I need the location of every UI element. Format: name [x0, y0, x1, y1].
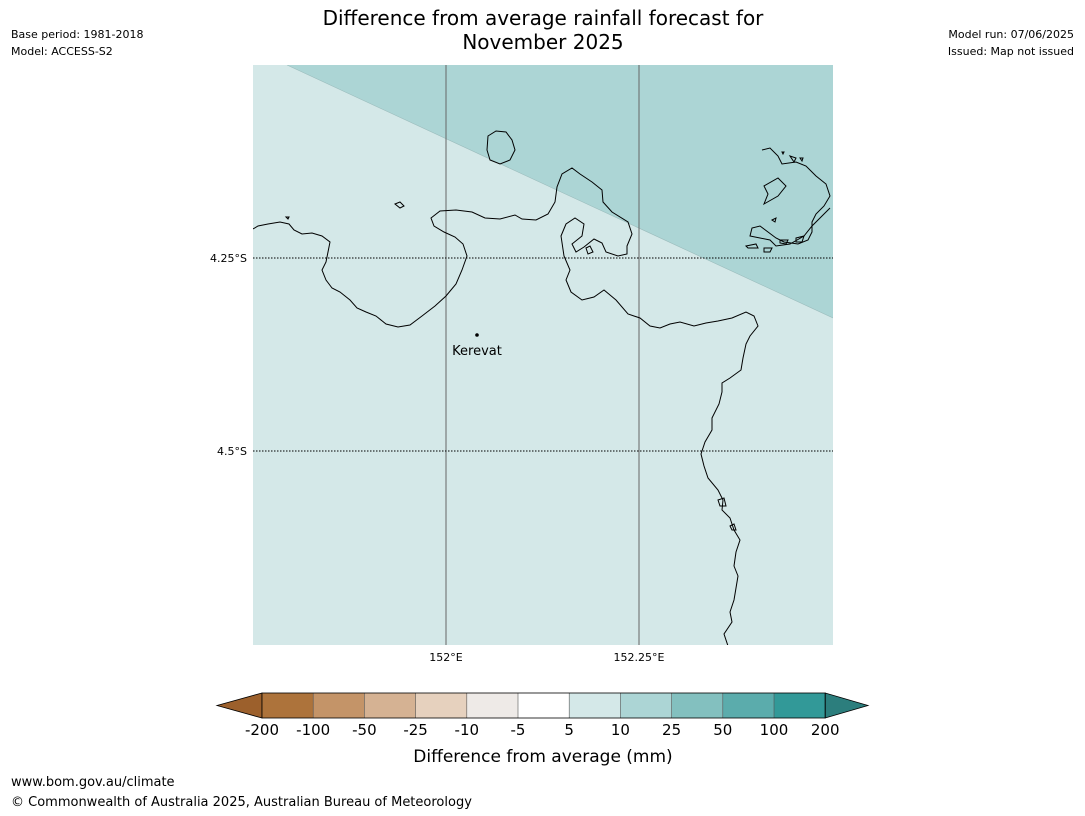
issued-text: Issued: Map not issued [947, 45, 1074, 58]
coastline-island-left-2 [284, 216, 290, 220]
colorbar-segment [620, 693, 672, 718]
base-period-text: Base period: 1981-2018 [11, 28, 144, 41]
colorbar-tick-label: 100 [760, 721, 789, 739]
lon-label-152-25: 152.25°E [614, 651, 665, 664]
map-area: Kerevat [253, 65, 833, 645]
model-text: Model: ACCESS-S2 [11, 45, 113, 58]
title-line-1: Difference from average rainfall forecas… [322, 6, 764, 30]
colorbar-segment [774, 693, 826, 718]
colorbar-tick-label: 25 [662, 721, 681, 739]
coastline-island-inner [585, 245, 594, 255]
kerevat-marker [475, 333, 479, 337]
meta-right: Model run: 07/06/2025 Issued: Map not is… [948, 26, 1074, 60]
colorbar-tick-label: -25 [403, 721, 428, 739]
colorbar: -200 -100 -50 -25 -10 -5 5 10 25 50 100 200 [215, 692, 870, 739]
footer-url[interactable]: www.bom.gov.au/climate [11, 775, 175, 790]
colorbar-segment [722, 693, 774, 718]
colorbar-segment [313, 693, 365, 718]
page-title: Difference from average rainfall forecas… [243, 6, 843, 54]
colorbar-tick-label: 50 [713, 721, 732, 739]
colorbar-segment [671, 693, 723, 718]
colorbar-extend-left [215, 692, 263, 719]
colorbar-tick-label: -100 [296, 721, 330, 739]
band-edge-line [286, 65, 833, 319]
colorbar-label: Difference from average (mm) [413, 747, 673, 767]
lat-label-4-25: 4.25°S [210, 252, 247, 265]
colorbar-segment [569, 693, 621, 718]
coastline-island-small-top [486, 130, 516, 165]
colorbar-tick-label: -5 [511, 721, 526, 739]
lon-label-152: 152°E [429, 651, 462, 664]
footer-copyright: © Commonwealth of Australia 2025, Austra… [11, 795, 472, 810]
place-label-kerevat: Kerevat [452, 344, 502, 359]
coastline-islands-northeast [749, 147, 831, 247]
title-line-2: November 2025 [462, 30, 624, 54]
colorbar-segment [518, 693, 570, 718]
colorbar-tick-label: -200 [245, 721, 279, 739]
colorbar-tick-label: 10 [611, 721, 630, 739]
colorbar-segment [262, 693, 314, 718]
colorbar-segment [415, 693, 467, 718]
coastline-main [253, 167, 759, 645]
colorbar-tick-label: 5 [564, 721, 574, 739]
lat-label-4-5: 4.5°S [217, 445, 247, 458]
colorbar-tick-label: 200 [811, 721, 840, 739]
meta-left: Base period: 1981-2018 Model: ACCESS-S2 [11, 26, 143, 60]
colorbar-segment [364, 693, 416, 718]
coastline-island-east-tiny [717, 497, 737, 531]
coastline-island-left-1 [394, 201, 405, 209]
colorbar-extend-right [824, 692, 870, 719]
colorbar-outline [261, 692, 826, 719]
colorbar-tick-label: -10 [455, 721, 480, 739]
coastline-islands-northeast-small [744, 151, 805, 253]
colorbar-tick-label: -50 [352, 721, 377, 739]
model-run-text: Model run: 07/06/2025 [948, 28, 1074, 41]
colorbar-segment [466, 693, 518, 718]
